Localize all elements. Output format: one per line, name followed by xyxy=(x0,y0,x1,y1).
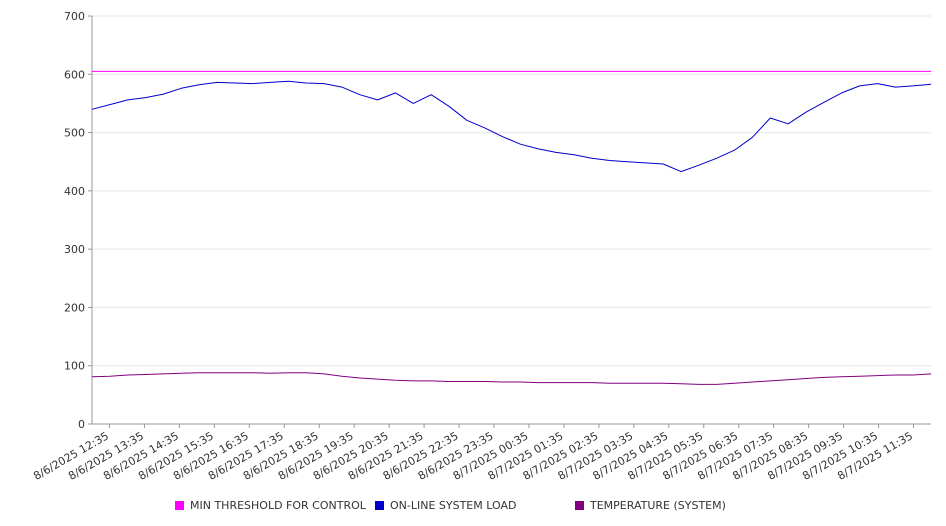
y-tick-label: 0 xyxy=(78,418,85,431)
legend-item-temperature[interactable]: TEMPERATURE (SYSTEM) xyxy=(575,497,726,513)
series-line-system-load xyxy=(91,80,932,173)
legend-swatch-blue xyxy=(375,500,384,510)
gridlines xyxy=(92,15,931,367)
y-axis-ticks: 0 100 200 300 400 500 600 700 xyxy=(64,10,92,431)
y-tick-label: 400 xyxy=(64,185,85,198)
x-axis-ticks: 8/6/2025 12:358/6/2025 13:358/6/2025 14:… xyxy=(31,424,915,483)
line-chart: 0 100 200 300 400 500 600 700 8/6/2025 12:358/6… xyxy=(31,10,932,483)
legend-swatch-magenta xyxy=(175,500,184,510)
legend-item-system-load[interactable]: ON-LINE SYSTEM LOAD xyxy=(375,497,516,513)
legend-swatch-purple xyxy=(575,500,584,510)
y-tick-label: 600 xyxy=(64,68,85,81)
legend-label: TEMPERATURE (SYSTEM) xyxy=(590,498,726,512)
y-tick-label: 700 xyxy=(64,10,85,23)
legend: MIN THRESHOLD FOR CONTROL ON-LINE SYSTEM… xyxy=(0,497,946,515)
legend-label: ON-LINE SYSTEM LOAD xyxy=(390,498,517,512)
y-tick-label: 300 xyxy=(64,243,85,256)
series-lines xyxy=(91,70,932,385)
series-line-temperature xyxy=(91,372,932,385)
legend-label: MIN THRESHOLD FOR CONTROL xyxy=(190,498,366,512)
y-tick-label: 200 xyxy=(64,301,85,314)
y-tick-label: 500 xyxy=(64,127,85,140)
legend-item-min-threshold[interactable]: MIN THRESHOLD FOR CONTROL xyxy=(175,497,366,513)
y-tick-label: 100 xyxy=(64,360,85,373)
